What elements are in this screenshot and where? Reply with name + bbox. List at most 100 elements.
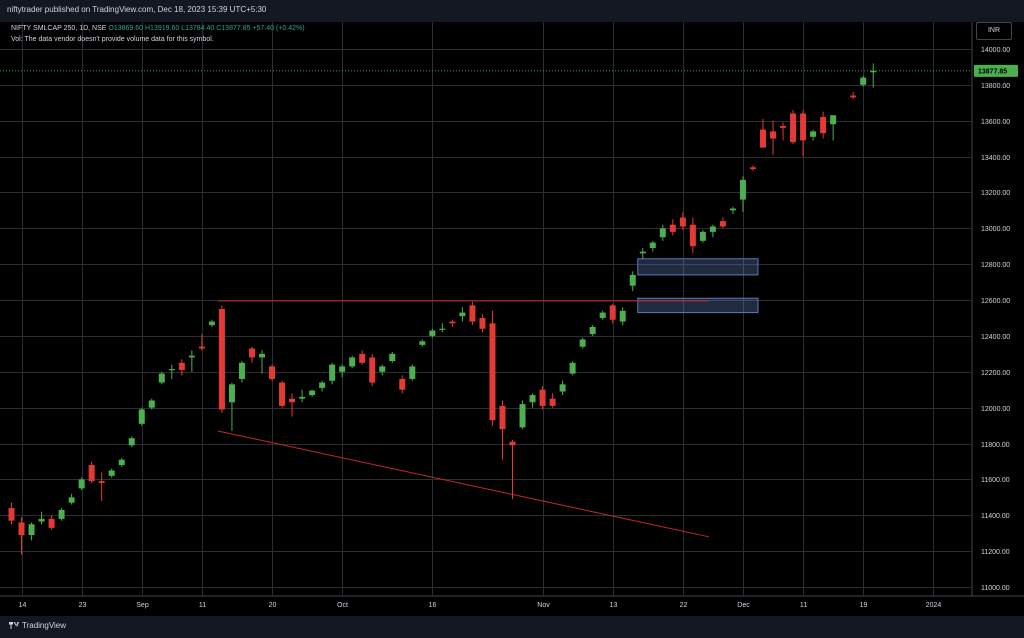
candle xyxy=(529,393,536,408)
candle xyxy=(389,352,396,363)
time-tick-label: 11 xyxy=(800,602,807,609)
candle-body xyxy=(389,353,396,362)
candle xyxy=(28,522,35,541)
candle-body xyxy=(539,389,546,406)
candle-body xyxy=(509,441,516,446)
candle xyxy=(729,206,736,214)
candle xyxy=(349,355,356,369)
candle xyxy=(459,307,466,322)
candle-body xyxy=(259,353,265,358)
candle xyxy=(559,380,566,396)
candle-body xyxy=(88,465,95,482)
last-price-box xyxy=(974,64,1018,77)
plot-area xyxy=(0,22,1024,596)
symbol-legend[interactable]: NIFTY SMLCAP 250, 1D, NSE O13869.60 H139… xyxy=(11,25,305,32)
price-tick-label: 12200.00 xyxy=(981,370,1010,377)
candle xyxy=(539,386,546,410)
candle xyxy=(259,350,265,374)
time-tick-label: Oct xyxy=(337,602,348,609)
candle-body xyxy=(48,518,55,528)
candle-body xyxy=(349,357,356,367)
candle xyxy=(820,111,827,139)
candle-body xyxy=(749,167,756,170)
candle xyxy=(499,400,506,460)
candle-body xyxy=(218,309,225,410)
candle xyxy=(679,212,686,231)
candle-body xyxy=(128,438,135,446)
tradingview-logo: TradingView xyxy=(9,621,66,630)
candle-body xyxy=(299,396,306,399)
candle-body xyxy=(28,524,35,536)
candle xyxy=(148,398,155,410)
candle xyxy=(519,400,526,430)
candle xyxy=(8,502,15,525)
currency-button[interactable]: INR xyxy=(976,22,1012,40)
time-axis[interactable]: 14 23 Sep 11 20 Oct 16 Nov 13 22 Dec 11 19 2024 xyxy=(19,602,942,609)
candle xyxy=(218,305,225,414)
candle xyxy=(749,165,756,171)
candle-body xyxy=(519,404,526,428)
grid xyxy=(0,22,1024,597)
candle-body xyxy=(669,224,676,232)
candle-body xyxy=(469,305,476,322)
candle-body xyxy=(810,131,817,137)
candle-body xyxy=(419,341,426,345)
price-tick-label: 13400.00 xyxy=(981,155,1010,162)
candle-body xyxy=(198,346,205,349)
candle xyxy=(319,380,326,392)
candle xyxy=(138,407,145,426)
candle-body xyxy=(228,384,235,403)
publish-info: niftytrader published on TradingView.com… xyxy=(7,5,267,14)
candle-body xyxy=(780,126,787,128)
candle xyxy=(269,364,276,381)
candle xyxy=(509,439,516,500)
candle xyxy=(469,301,476,326)
candle xyxy=(860,75,867,87)
candle xyxy=(118,457,125,467)
candle xyxy=(48,515,55,530)
candle-body xyxy=(38,518,45,522)
time-tick-label: 23 xyxy=(79,602,87,609)
candle xyxy=(279,380,286,408)
candle-body xyxy=(158,373,165,383)
candle-body xyxy=(8,508,15,521)
candle xyxy=(128,436,135,448)
candle-body xyxy=(178,362,185,370)
candle-body xyxy=(629,274,636,286)
trendlines xyxy=(217,300,710,538)
candle-body xyxy=(699,231,706,241)
time-tick-label: 16 xyxy=(429,602,437,609)
price-tick-label: 11800.00 xyxy=(981,442,1010,449)
candle-body xyxy=(609,305,616,320)
candle xyxy=(549,393,556,408)
price-tick-label: 12000.00 xyxy=(981,406,1010,413)
candle xyxy=(289,393,296,417)
candle xyxy=(68,493,75,505)
price-tick-label: 12800.00 xyxy=(981,262,1010,269)
zone-lower xyxy=(637,297,759,314)
candle xyxy=(579,337,586,349)
candle-body xyxy=(529,395,536,403)
time-tick-label: 19 xyxy=(860,602,868,609)
time-tick-label: Nov xyxy=(537,602,550,609)
price-tick-label: 11600.00 xyxy=(981,477,1010,484)
candle xyxy=(339,364,346,378)
candle-body xyxy=(770,131,777,139)
candle xyxy=(198,334,205,351)
zone-upper xyxy=(637,258,759,276)
candle-body xyxy=(329,364,336,381)
price-axis[interactable]: 11000.00 11200.00 11400.00 11600.00 11800.00… xyxy=(981,47,1010,592)
time-tick-label: 2024 xyxy=(926,602,942,609)
candle-body xyxy=(639,251,646,254)
candle-body xyxy=(429,330,436,336)
candle xyxy=(409,364,416,381)
candle-body xyxy=(559,384,566,392)
zones xyxy=(637,258,759,314)
footer-bar: TradingView xyxy=(0,616,1024,638)
candle xyxy=(188,350,195,372)
candle-body xyxy=(449,321,456,324)
price-tick-label: 12400.00 xyxy=(981,334,1010,341)
candle xyxy=(659,224,666,241)
candle xyxy=(369,353,376,387)
